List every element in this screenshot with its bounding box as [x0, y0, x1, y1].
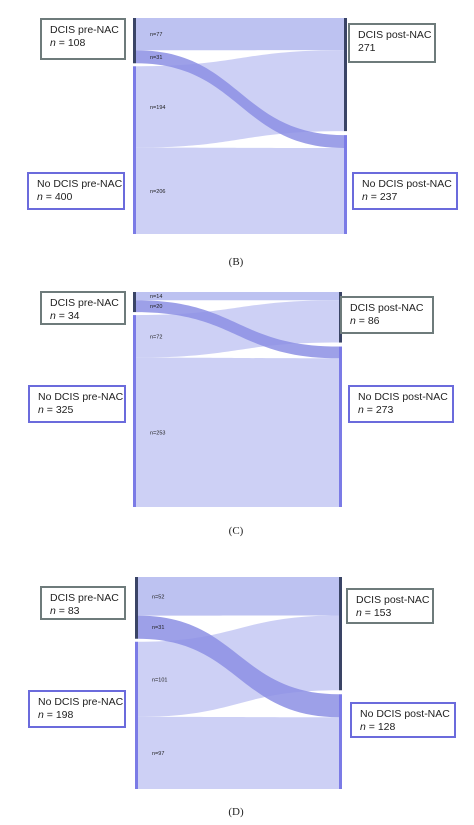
node-bar-pre-dcis	[135, 577, 138, 639]
flow-band	[138, 577, 339, 616]
post-dcis-label: DCIS post-NAC	[350, 302, 424, 314]
flow-band	[136, 50, 344, 149]
post-dcis-count: 153	[373, 607, 392, 619]
pre-no-dcis-count: 400	[54, 191, 73, 203]
pre-dcis-box: DCIS pre-NAC n = 108	[40, 18, 126, 60]
post-dcis-box: DCIS post-NAC n = 153	[346, 588, 434, 624]
flow-value-label: n=31	[152, 625, 164, 631]
flow-band	[136, 292, 339, 301]
pre-dcis-label: DCIS pre-NAC	[50, 297, 119, 309]
node-bar-pre-no-dcis	[133, 66, 136, 234]
flow-value-label: n=20	[150, 304, 162, 310]
post-dcis-count: 86	[367, 315, 380, 327]
panel-b: n=77 n=194 n=206 n=31 DCIS pre-NAC n = 108 …	[0, 0, 474, 275]
flow-value-label: n=97	[152, 751, 164, 757]
panel-caption: (B)	[228, 256, 244, 268]
panel-caption: (C)	[228, 525, 244, 537]
node-bar-pre-dcis	[133, 292, 136, 313]
flow-band	[138, 615, 339, 718]
post-no-dcis-count: 237	[379, 191, 398, 203]
n-symbol: n	[38, 709, 44, 721]
n-symbol: n	[356, 607, 362, 619]
pre-dcis-count: 34	[67, 310, 80, 322]
pre-no-dcis-box: No DCIS pre-NAC n = 198	[28, 690, 126, 728]
flow-value-label: n=206	[150, 189, 165, 195]
node-bar-post-dcis	[344, 18, 347, 132]
flow-value-label: n=72	[150, 334, 162, 340]
post-no-dcis-label: No DCIS post-NAC	[358, 391, 448, 403]
sankey-diagram-b: n=77 n=194 n=206 n=31	[133, 18, 347, 234]
n-symbol: n	[37, 191, 43, 203]
pre-no-dcis-count: 198	[55, 709, 74, 721]
flow-value-label: n=77	[150, 32, 162, 38]
n-symbol: n	[362, 191, 368, 203]
pre-dcis-count: 83	[67, 605, 80, 617]
post-dcis-count: 271	[358, 42, 376, 54]
node-bar-post-dcis	[339, 577, 342, 691]
pre-no-dcis-label: No DCIS pre-NAC	[37, 178, 123, 190]
flow-value-label: n=253	[150, 430, 165, 436]
post-no-dcis-label: No DCIS post-NAC	[360, 708, 450, 720]
n-symbol: n	[360, 721, 366, 733]
panel-c: n=14 n=72 n=253 n=20 DCIS pre-NAC n = 34 No…	[0, 275, 474, 550]
flow-band	[136, 147, 344, 234]
pre-no-dcis-box: No DCIS pre-NAC n = 325	[28, 385, 126, 423]
node-bar-pre-dcis	[133, 18, 136, 64]
n-symbol: n	[38, 404, 44, 416]
pre-dcis-label: DCIS pre-NAC	[50, 24, 119, 36]
post-no-dcis-label: No DCIS post-NAC	[362, 178, 452, 190]
pre-dcis-box: DCIS pre-NAC n = 83	[40, 586, 126, 620]
flow-value-label: n=101	[152, 677, 167, 683]
node-bar-post-no-dcis	[339, 694, 342, 789]
post-no-dcis-count: 128	[377, 721, 396, 733]
pre-dcis-count: 108	[67, 37, 86, 49]
pre-no-dcis-label: No DCIS pre-NAC	[38, 391, 124, 403]
node-bar-post-no-dcis	[339, 346, 342, 507]
post-no-dcis-count: 273	[375, 404, 394, 416]
sankey-diagram-d: n=52 n=101 n=97 n=31	[135, 577, 342, 789]
node-bar-pre-no-dcis	[135, 641, 138, 789]
pre-no-dcis-box: No DCIS pre-NAC n = 400	[27, 172, 125, 210]
flow-value-label: n=31	[150, 55, 162, 61]
node-bar-post-no-dcis	[344, 135, 347, 234]
post-no-dcis-box: No DCIS post-NAC n = 273	[348, 385, 454, 423]
pre-no-dcis-label: No DCIS pre-NAC	[38, 696, 124, 708]
post-dcis-label: DCIS post-NAC	[358, 29, 432, 41]
n-symbol: n	[50, 37, 56, 49]
panel-d: n=52 n=101 n=97 n=31 DCIS pre-NAC n = 83 No…	[0, 550, 474, 825]
sankey-diagram-c: n=14 n=72 n=253 n=20	[133, 292, 342, 507]
pre-dcis-label: DCIS pre-NAC	[50, 592, 119, 604]
node-bar-pre-no-dcis	[133, 315, 136, 507]
post-no-dcis-box: No DCIS post-NAC n = 237	[352, 172, 458, 210]
post-dcis-box: DCIS post-NAC n = 86	[340, 296, 434, 334]
flow-band	[136, 357, 339, 507]
flow-value-label: n=14	[150, 294, 162, 300]
flow-band	[136, 18, 344, 51]
pre-dcis-box: DCIS pre-NAC n = 34	[40, 291, 126, 325]
n-symbol: n	[358, 404, 364, 416]
post-dcis-label: DCIS post-NAC	[356, 594, 430, 606]
panel-caption: (D)	[228, 806, 244, 818]
n-symbol: n	[50, 605, 56, 617]
post-dcis-box: DCIS post-NAC 271	[348, 23, 436, 63]
pre-no-dcis-count: 325	[55, 404, 74, 416]
flow-value-label: n=194	[150, 105, 165, 111]
n-symbol: n	[350, 315, 356, 327]
flow-value-label: n=52	[152, 594, 164, 600]
post-no-dcis-box: No DCIS post-NAC n = 128	[350, 702, 456, 738]
flow-band	[136, 300, 339, 359]
flow-band	[138, 716, 339, 789]
n-symbol: n	[50, 310, 56, 322]
